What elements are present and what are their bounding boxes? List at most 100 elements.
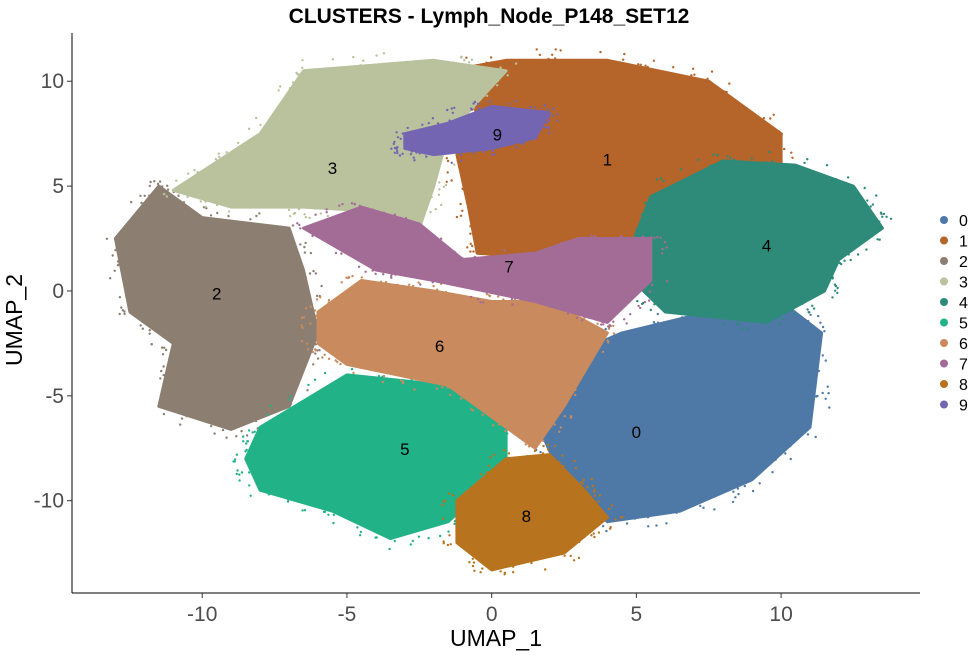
cluster-3-point [316,203,320,206]
cluster-7-point [583,236,586,239]
cluster-9-point [424,152,427,155]
cluster-7-point [296,222,299,225]
cluster-7-point [325,211,328,214]
cluster-2-point [143,204,147,207]
cluster-8-point [468,561,471,564]
cluster-2-point [314,343,317,346]
cluster-8-point [457,539,461,542]
cluster-4-point [700,170,704,174]
cluster-0-point [734,496,737,499]
cluster-6-point [315,314,318,318]
cluster-5-point [388,547,391,551]
cluster-5-point [358,522,361,526]
cluster-7-point [602,323,605,326]
cluster-2-point [159,188,163,191]
cluster-4-point [817,285,820,288]
cluster-8-point [446,543,450,547]
cluster-8-point [586,486,589,489]
cluster-7-point [619,300,622,303]
cluster-7-point [541,249,544,252]
cluster-8-point [589,530,592,533]
cluster-8-point [593,535,596,539]
cluster-4-point [840,262,843,266]
cluster-0-point [645,515,648,518]
cluster-3-point [387,210,390,213]
cluster-8-point [582,478,585,482]
cluster-1-point [725,90,728,94]
cluster-3-point [299,74,302,77]
cluster-9-point [438,126,441,129]
cluster-4-point [864,216,867,219]
cluster-6-point [559,426,562,429]
cluster-1-point [459,157,462,160]
cluster-7-point [393,213,396,216]
cluster-7-point [548,305,551,308]
legend: 0 1 2 3 4 5 6 7 8 9 [940,213,968,415]
cluster-5-point [265,486,268,490]
cluster-4-point [793,312,797,316]
cluster-5-point [289,395,292,398]
legend-label-6: 6 [959,336,968,353]
cluster-1-point [728,82,731,85]
cluster-8-point [592,532,595,535]
cluster-8-point [490,566,493,570]
cluster-7-point [431,281,434,284]
cluster-3-point [175,179,178,182]
cluster-3-point [214,157,218,161]
cluster-3-point [435,175,438,178]
cluster-4-point [669,311,672,314]
cluster-7-point [474,257,478,261]
cluster-2-point [125,295,128,299]
cluster-6-region [316,279,609,450]
cluster-4-point [671,306,675,309]
cluster-1-point [777,130,781,133]
cluster-7-point [314,213,317,216]
cluster-7-point [612,320,615,323]
cluster-1-point [472,250,475,253]
cluster-6-point [441,386,444,389]
cluster-0-point [806,433,810,436]
cluster-4-point [866,199,869,202]
x-tick-label: 10 [769,603,792,626]
cluster-8-point [503,449,506,452]
cluster-5-point [286,500,290,503]
cluster-2-point [290,392,293,395]
cluster-9-point [548,131,551,134]
cluster-1-point [446,171,449,174]
cluster-7-point [355,211,358,214]
cluster-7-point [625,299,628,302]
cluster-4-point [635,228,638,231]
cluster-9-point [556,119,559,123]
legend-label-7: 7 [959,357,968,374]
cluster-5-point [447,530,450,533]
cluster-2-point [291,224,295,227]
cluster-9-point [392,142,395,146]
cluster-4-point [679,168,683,171]
cluster-9-point [411,136,414,140]
cluster-9-point [477,107,481,110]
cluster-4-point [641,301,645,305]
x-ticks: -10 -5 0 5 10 [187,593,793,626]
cluster-5-point [287,498,290,501]
cluster-2-point [202,217,205,220]
cluster-6-point [306,348,310,351]
cluster-1-point [474,206,477,209]
cluster-0-point [691,317,694,321]
cluster-8-point [492,453,496,457]
cluster-9-point [395,149,399,153]
cluster-1-point [469,232,472,235]
cluster-2-point [166,188,170,191]
cluster-2-point [246,414,249,418]
cluster-4-point [720,159,723,163]
cluster-8-point [561,454,564,457]
cluster-6-point [411,284,415,288]
cluster-6-points [300,274,616,457]
cluster-2-point [216,211,219,215]
clusters-layer [105,48,893,576]
cluster-9-point [390,147,393,150]
cluster-7-point [382,273,385,276]
cluster-9-point [436,152,439,155]
cluster-0-point [636,515,639,518]
cluster-9-point [409,153,413,156]
cluster-3-point [359,64,362,67]
